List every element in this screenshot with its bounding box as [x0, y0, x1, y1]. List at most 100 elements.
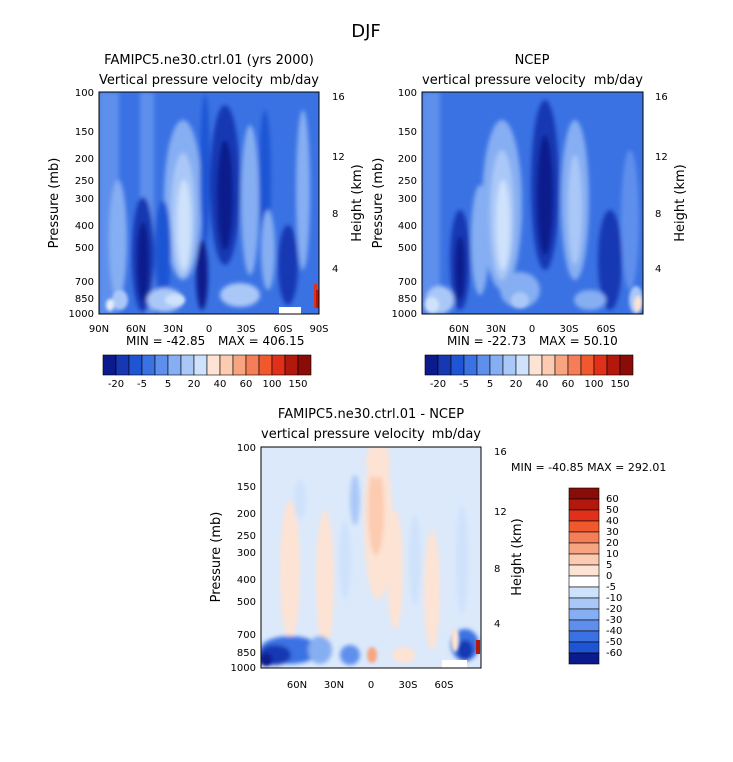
tick-label: 250: [75, 176, 94, 187]
panel-subtitle-right: mb/day: [432, 427, 482, 442]
tick-label: 60S: [434, 680, 453, 691]
contour-patch: [271, 354, 286, 376]
contour-patch: [115, 354, 130, 376]
contour-patch: [442, 660, 467, 668]
tick-label: 30S: [398, 680, 417, 691]
height-axis: 16 12 8 4: [655, 92, 668, 275]
contour-patch: [294, 480, 306, 520]
group: -20 -5 5 20 40 60 100 150: [108, 379, 308, 390]
contour-patch: [98, 91, 320, 315]
tick-label: 30N: [486, 324, 506, 335]
stats-text: MIN = -40.85 MAX = 292.01: [511, 461, 666, 474]
contour-patch: [409, 515, 421, 605]
tick-label: 200: [237, 509, 256, 520]
contour-patch: [260, 446, 482, 669]
tick-label: 200: [398, 154, 417, 165]
contour-patch: [568, 155, 582, 265]
contour-patch: [450, 354, 465, 376]
tick-label: 60: [240, 379, 253, 390]
y-axis-label: Pressure (mb): [47, 158, 62, 249]
tick-label: 20: [188, 379, 201, 390]
tick-label: 850: [398, 294, 417, 305]
contour-patch: [424, 530, 440, 650]
y-axis-label: Pressure (mb): [371, 158, 386, 249]
tick-label: 150: [610, 379, 629, 390]
panel-subtitle-left: vertical pressure velocity: [261, 427, 425, 442]
contour-patch: [261, 654, 272, 666]
contour-patch: [568, 509, 600, 522]
contour-patch: [314, 284, 317, 308]
contour-patch: [339, 520, 351, 600]
colorbar: -20 -5 5 20 40 60 100 150: [424, 354, 634, 390]
colorbar: 60 50 40 30 20 10 5 0 -5 -10 -20 -30 -40…: [568, 487, 622, 665]
tick-label: 400: [75, 221, 94, 232]
group: [425, 286, 643, 314]
tick-label: 30N: [163, 324, 183, 335]
tick-label: 500: [237, 597, 256, 608]
tick-label: 700: [237, 630, 256, 641]
latitude-axis: 60N 30N 0 30S 60S: [287, 680, 454, 691]
contour-patch: [392, 647, 416, 663]
tick-label: 10: [606, 549, 619, 560]
tick-label: 1000: [392, 309, 417, 320]
tick-label: -30: [606, 615, 622, 626]
contour-patch: [568, 630, 600, 643]
contour-patch: [284, 354, 299, 376]
panel-subtitle-right: mb/day: [270, 73, 320, 88]
tick-label: 100: [398, 88, 417, 99]
tick-label: -60: [606, 648, 622, 659]
contour-patch: [568, 531, 600, 544]
contour-patch: [340, 645, 360, 665]
contour-patch: [437, 354, 452, 376]
contour-patch: [367, 647, 377, 663]
contour-patch: [232, 354, 247, 376]
contour-patch: [200, 95, 210, 245]
tick-label: 100: [262, 379, 281, 390]
tick-label: 20: [606, 538, 619, 549]
panel-model: FAMIPC5.ne30.ctrl.01 (yrs 2000) Vertical…: [47, 53, 365, 390]
tick-label: 90N: [89, 324, 109, 335]
contour-patch: [455, 236, 465, 300]
contour-patch: [537, 135, 553, 255]
tick-label: 400: [398, 221, 417, 232]
tick-label: 60S: [596, 324, 615, 335]
contour-patch: [489, 354, 504, 376]
tick-label: 200: [75, 154, 94, 165]
contour-patch: [279, 307, 301, 314]
contour-patch: [258, 354, 273, 376]
tick-label: 100: [75, 88, 94, 99]
tick-label: 16: [494, 447, 507, 458]
tick-label: 30N: [324, 680, 344, 691]
contour-patch: [568, 641, 600, 654]
tick-label: -5: [459, 379, 469, 390]
contour-patch: [422, 92, 440, 314]
tick-label: 850: [75, 294, 94, 305]
contour-patch: [568, 608, 600, 621]
group: [422, 92, 639, 314]
panel-title: FAMIPC5.ne30.ctrl.01 (yrs 2000): [104, 53, 314, 68]
contour-patch: [528, 354, 543, 376]
tick-label: 250: [237, 531, 256, 542]
tick-label: 850: [237, 648, 256, 659]
contour-patch: [456, 505, 468, 615]
tick-label: 5: [165, 379, 171, 390]
tick-label: -20: [430, 379, 446, 390]
y2-axis-label: Height (km): [673, 164, 688, 241]
tick-label: 150: [237, 482, 256, 493]
contour-patch: [500, 272, 540, 308]
group: [261, 628, 459, 666]
contour-patch: [621, 150, 639, 290]
contour-patch: [568, 619, 600, 632]
contour-patch: [471, 185, 489, 295]
latitude-axis: 90N 60N 30N 0 30S 60S 90S: [89, 324, 329, 335]
contour-patch: [316, 510, 334, 650]
group: 60 50 40 30 20 10 5 0 -5 -10 -20 -30 -40…: [606, 494, 622, 659]
contour-patch: [634, 296, 642, 312]
tick-label: 16: [655, 92, 668, 103]
tick-label: 20: [510, 379, 523, 390]
contour-patch: [476, 354, 491, 376]
contour-patch: [245, 354, 260, 376]
group: [99, 92, 310, 314]
contour-patch: [606, 354, 621, 376]
